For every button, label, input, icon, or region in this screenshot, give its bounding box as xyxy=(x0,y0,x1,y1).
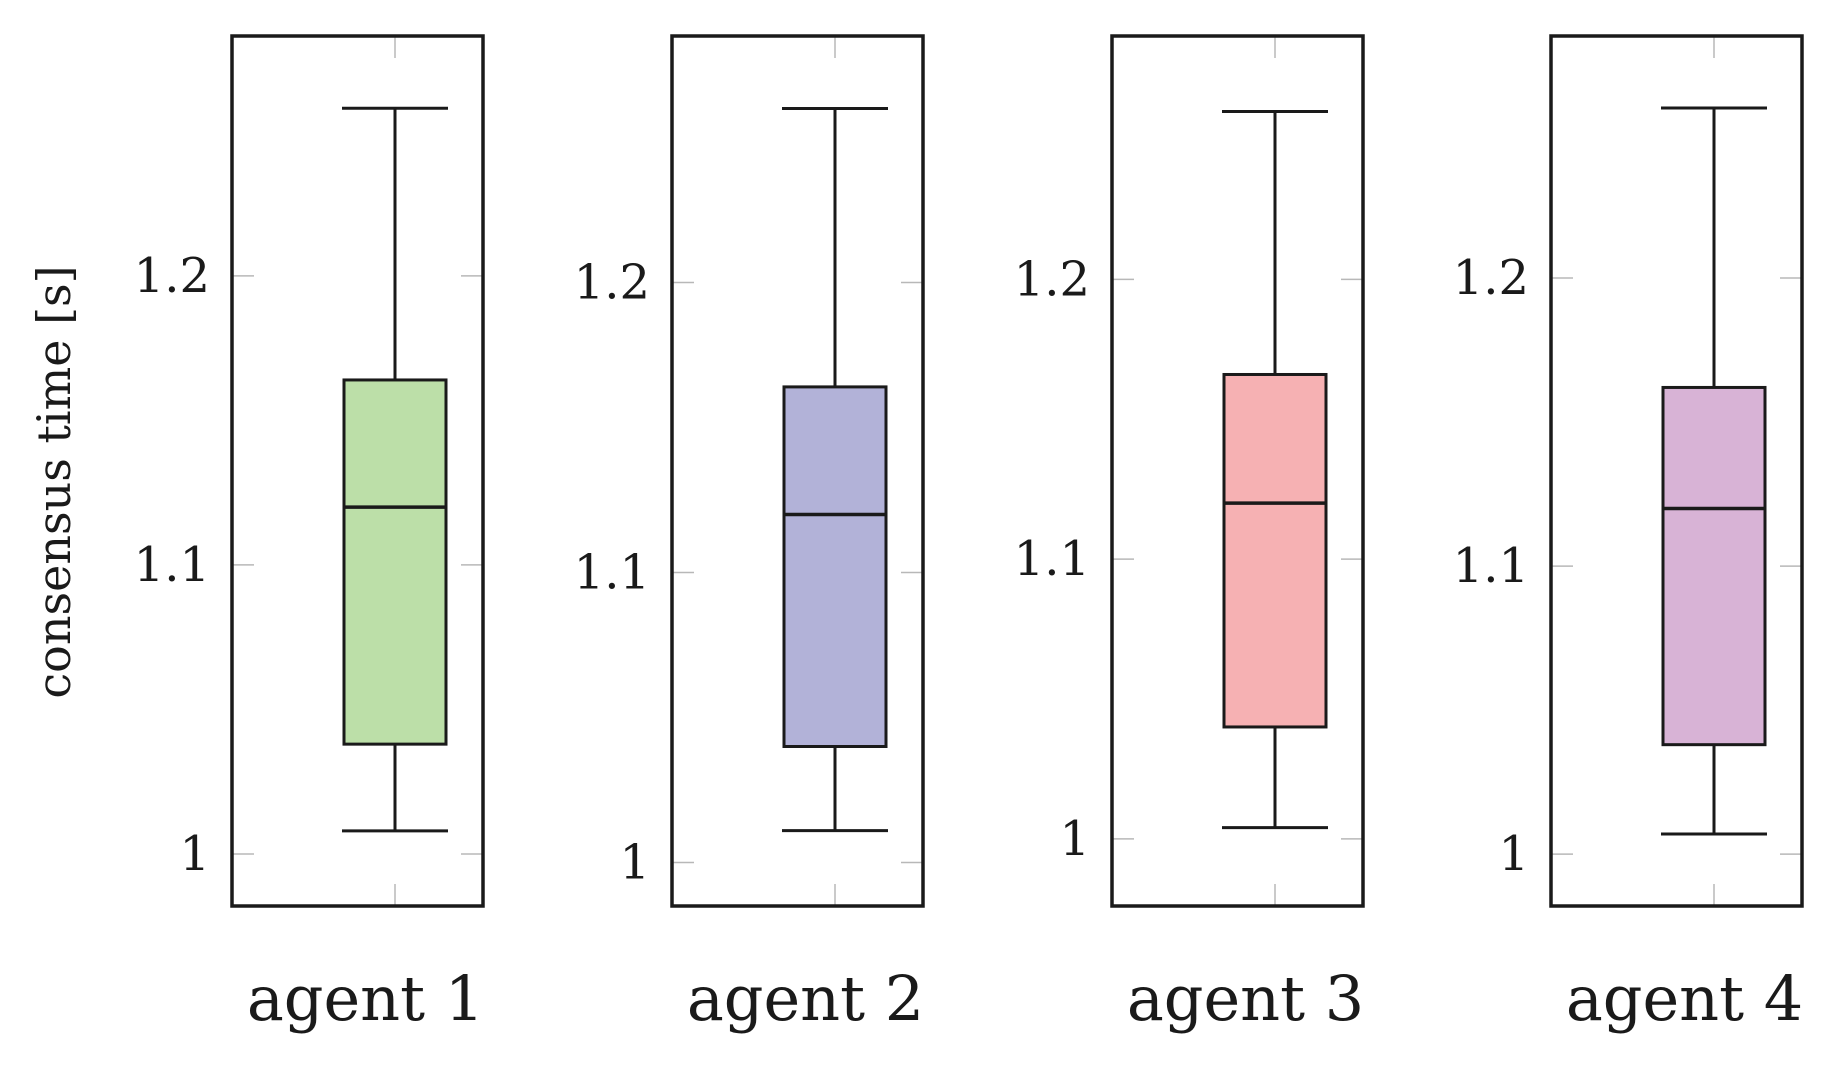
y-tick-label: 1.1 xyxy=(1453,538,1529,594)
box-agent-4 xyxy=(1661,385,1767,747)
y-tick-label: 1 xyxy=(1498,826,1529,882)
box-agent-3 xyxy=(1222,372,1328,729)
x-category-label: agent 3 xyxy=(1127,962,1364,1035)
y-tick-label: 1.2 xyxy=(134,248,210,304)
y-tick-label: 1.2 xyxy=(1453,250,1529,306)
y-axis-label: consensus time [s] xyxy=(27,265,81,698)
x-category-label: agent 2 xyxy=(687,962,924,1035)
y-tick-label: 1.1 xyxy=(134,537,210,593)
y-tick-label: 1.1 xyxy=(1014,531,1090,587)
panel-frame-agent-1 xyxy=(230,34,485,908)
x-category-label: agent 1 xyxy=(247,962,484,1035)
x-category-label: agent 4 xyxy=(1566,962,1803,1035)
y-tick-label: 1.2 xyxy=(1014,251,1090,307)
box-agent-1 xyxy=(342,378,448,746)
y-tick-label: 1.2 xyxy=(574,255,650,311)
panel-frame-agent-2 xyxy=(670,34,925,908)
box-agent-2 xyxy=(782,385,888,748)
y-tick-label: 1 xyxy=(1059,811,1090,867)
panel-frame-agent-3 xyxy=(1110,34,1365,908)
y-tick-label: 1 xyxy=(619,835,650,891)
y-tick-label: 1 xyxy=(179,826,210,882)
y-tick-label: 1.1 xyxy=(574,545,650,601)
panel-frame-agent-4 xyxy=(1549,34,1804,908)
